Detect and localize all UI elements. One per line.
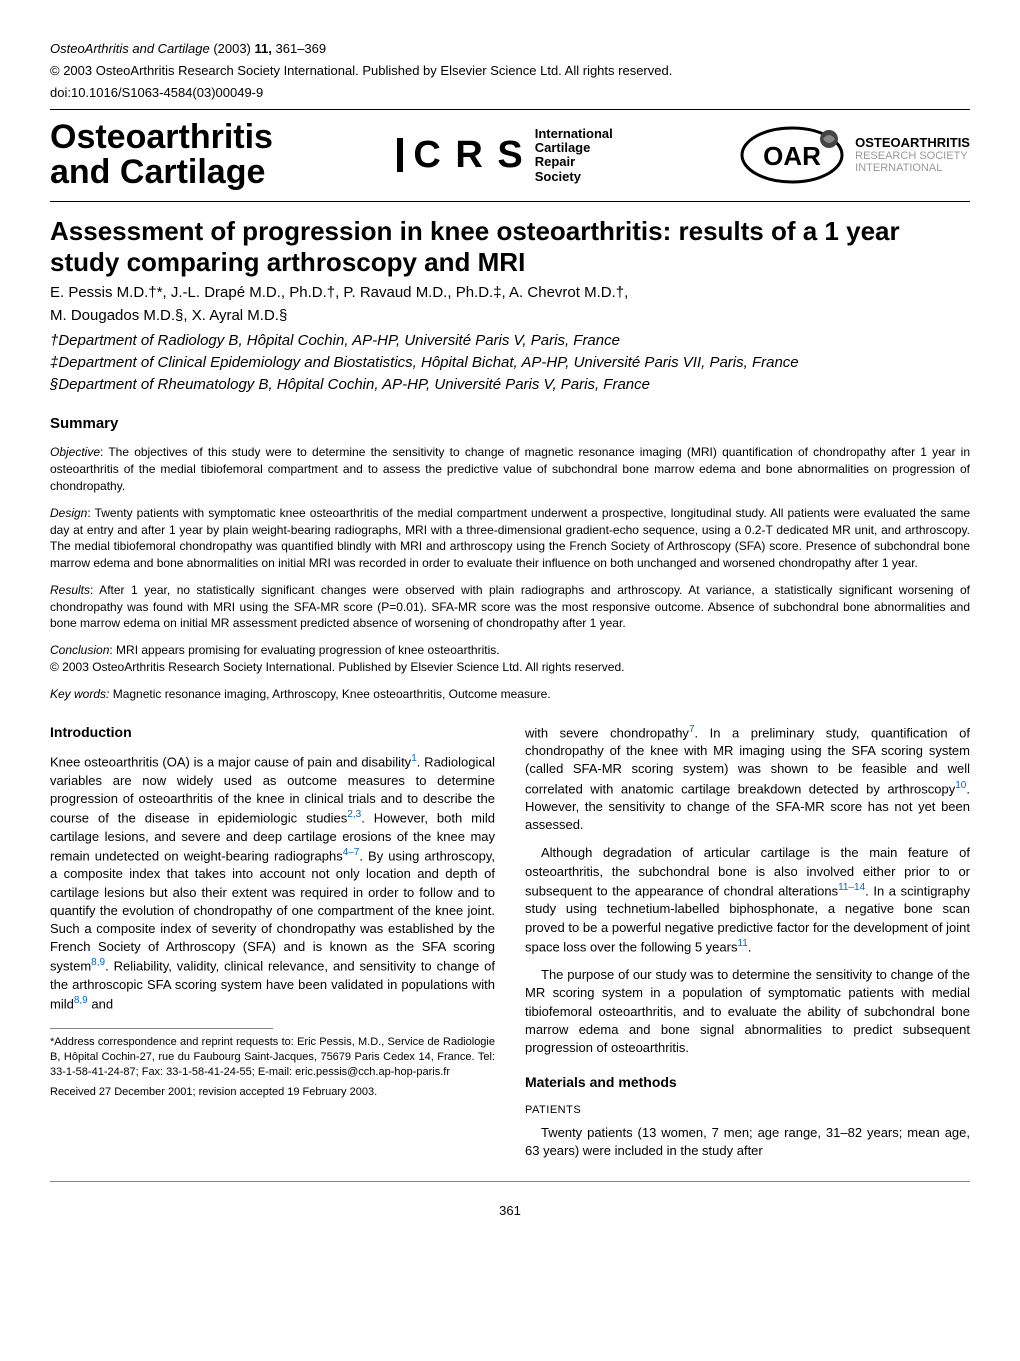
col2-text-3: The purpose of our study was to determin… [525, 967, 970, 1055]
ref-11[interactable]: 11 [737, 938, 747, 949]
citation-year: (2003) [213, 41, 251, 56]
summary-results: Results: After 1 year, no statistically … [50, 582, 970, 632]
icrs-letters: C R S [397, 129, 524, 182]
keywords-line: Key words: Magnetic resonance imaging, A… [50, 686, 970, 703]
intro-text-a: Knee osteoarthritis (OA) is a major caus… [50, 755, 411, 770]
authors-line2: M. Dougados M.D.§, X. Ayral M.D.§ [50, 305, 970, 326]
design-label: Design [50, 506, 87, 520]
col2-text-2c: . [748, 939, 752, 954]
oars-text-block: OSTEOARTHRITIS RESEARCH SOCIETY INTERNAT… [855, 136, 970, 174]
citation-volume: 11, [255, 41, 272, 56]
icrs-bar-icon [397, 138, 403, 172]
svg-text:OAR: OAR [763, 141, 821, 171]
conclusion-label: Conclusion [50, 643, 109, 657]
icrs-text: C R S [413, 129, 524, 182]
ref-11-14[interactable]: 11–14 [838, 882, 865, 893]
objective-text: : The objectives of this study were to d… [50, 445, 970, 493]
icrs-subtitle: International Cartilage Repair Society [535, 127, 613, 184]
conclusion-text: : MRI appears promising for evaluating p… [109, 643, 499, 657]
article-title: Assessment of progression in knee osteoa… [50, 216, 970, 278]
journal-header: Osteoarthritis and Cartilage C R S Inter… [50, 120, 970, 191]
journal-name-italic: OsteoArthritis and Cartilage [50, 41, 210, 56]
footnote-divider [50, 1028, 273, 1029]
keywords-text: Magnetic resonance imaging, Arthroscopy,… [109, 687, 550, 701]
keywords-label: Key words: [50, 687, 109, 701]
patients-text: Twenty patients (13 women, 7 men; age ra… [525, 1125, 970, 1158]
results-label: Results [50, 583, 90, 597]
objective-label: Objective [50, 445, 100, 459]
icrs-sub1: International [535, 127, 613, 141]
bottom-divider [50, 1181, 970, 1182]
ref-2-3[interactable]: 2,3 [347, 809, 361, 820]
affiliation-3: §Department of Rheumatology B, Hôpital C… [50, 374, 970, 395]
intro-text-f: and [88, 996, 113, 1011]
authors-line1: E. Pessis M.D.†*, J.-L. Drapé M.D., Ph.D… [50, 282, 970, 303]
page-number: 361 [50, 1202, 970, 1220]
ref-8-9b[interactable]: 8,9 [74, 995, 88, 1006]
affiliation-1: †Department of Radiology B, Hôpital Coch… [50, 330, 970, 351]
citation-pages: 361–369 [276, 41, 327, 56]
patients-paragraph: Twenty patients (13 women, 7 men; age ra… [525, 1124, 970, 1160]
intro-paragraph: Knee osteoarthritis (OA) is a major caus… [50, 752, 495, 1013]
oars-line2: RESEARCH SOCIETY [855, 150, 970, 162]
col2-paragraph-3: The purpose of our study was to determin… [525, 966, 970, 1057]
divider-header [50, 201, 970, 202]
oars-logo-block: OAR OSTEOARTHRITIS RESEARCH SOCIETY INTE… [737, 125, 970, 185]
left-column: Introduction Knee osteoarthritis (OA) is… [50, 723, 495, 1171]
summary-heading: Summary [50, 413, 970, 434]
journal-name-line1: Osteoarthritis [50, 120, 273, 156]
doi-line: doi:10.1016/S1063-4584(03)00049-9 [50, 84, 970, 102]
intro-text-d: . By using arthroscopy, a composite inde… [50, 848, 495, 973]
oars-ellipse-icon: OAR [737, 125, 847, 185]
summary-design: Design: Twenty patients with symptomatic… [50, 505, 970, 572]
correspondence-footnote: *Address correspondence and reprint requ… [50, 1035, 495, 1081]
icrs-sub2: Cartilage [535, 141, 613, 155]
summary-copyright: © 2003 OsteoArthritis Research Society I… [50, 660, 624, 674]
ref-4-7[interactable]: 4–7 [343, 847, 360, 858]
icrs-sub3: Repair [535, 155, 613, 169]
col2-paragraph-1: with severe chondropathy7. In a prelimin… [525, 723, 970, 835]
ref-8-9[interactable]: 8,9 [91, 957, 105, 968]
oars-line1: OSTEOARTHRITIS [855, 136, 970, 150]
results-text: : After 1 year, no statistically signifi… [50, 583, 970, 631]
divider-top [50, 109, 970, 110]
introduction-heading: Introduction [50, 723, 495, 743]
citation-line: OsteoArthritis and Cartilage (2003) 11, … [50, 40, 970, 58]
oars-line3: INTERNATIONAL [855, 162, 970, 174]
copyright-line: © 2003 OsteoArthritis Research Society I… [50, 62, 970, 80]
icrs-sub4: Society [535, 170, 613, 184]
received-footnote: Received 27 December 2001; revision acce… [50, 1085, 495, 1100]
summary-objective: Objective: The objectives of this study … [50, 444, 970, 494]
icrs-logo-block: C R S International Cartilage Repair Soc… [397, 127, 612, 184]
col2-paragraph-2: Although degradation of articular cartil… [525, 844, 970, 956]
two-column-body: Introduction Knee osteoarthritis (OA) is… [50, 723, 970, 1171]
ref-10[interactable]: 10 [955, 780, 966, 791]
journal-title-block: Osteoarthritis and Cartilage [50, 120, 273, 191]
col2-text-1a: with severe chondropathy [525, 725, 689, 740]
journal-name-line2: and Cartilage [50, 155, 273, 191]
affiliation-2: ‡Department of Clinical Epidemiology and… [50, 352, 970, 373]
patients-subheading: PATIENTS [525, 1103, 970, 1118]
materials-methods-heading: Materials and methods [525, 1073, 970, 1093]
intro-text-e: . Reliability, validity, clinical releva… [50, 959, 495, 1012]
right-column: with severe chondropathy7. In a prelimin… [525, 723, 970, 1171]
design-text: : Twenty patients with symptomatic knee … [50, 506, 970, 570]
summary-conclusion: Conclusion: MRI appears promising for ev… [50, 642, 970, 676]
